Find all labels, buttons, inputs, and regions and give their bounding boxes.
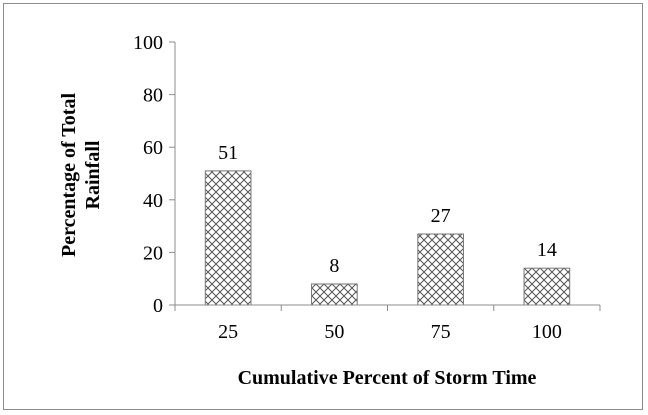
bar-data-label: 8 xyxy=(329,255,339,277)
x-tick-label: 75 xyxy=(431,321,451,343)
y-tick-label: 20 xyxy=(143,242,163,264)
y-tick-label: 100 xyxy=(133,32,163,54)
bar-data-label: 14 xyxy=(537,239,557,261)
bar-data-label: 51 xyxy=(218,142,238,164)
bar xyxy=(417,233,464,306)
bar xyxy=(311,283,358,306)
y-axis-title-line-2: Rainfall xyxy=(82,140,104,209)
x-tick-label: 25 xyxy=(218,321,238,343)
bar xyxy=(523,267,571,306)
y-tick-label: 0 xyxy=(153,295,163,317)
chart-frame xyxy=(3,3,643,410)
y-axis-ticks: 0 20 40 60 80 100 xyxy=(133,32,175,317)
x-axis-title: Cumulative Percent of Storm Time xyxy=(238,367,537,389)
x-axis-ticks: 25 50 75 100 xyxy=(174,305,601,343)
y-axis-title-line-1: Percentage of Total xyxy=(58,93,80,257)
y-tick-label: 40 xyxy=(143,190,163,212)
bar xyxy=(204,170,252,306)
y-axis-title: Percentage of Total Rainfall xyxy=(58,93,104,257)
bar-data-label: 27 xyxy=(431,205,451,227)
y-tick-label: 60 xyxy=(143,137,163,159)
x-tick-label: 50 xyxy=(324,321,344,343)
y-tick-label: 80 xyxy=(143,85,163,107)
x-tick-label: 100 xyxy=(532,321,562,343)
bars: 51 8 27 14 xyxy=(204,142,571,306)
